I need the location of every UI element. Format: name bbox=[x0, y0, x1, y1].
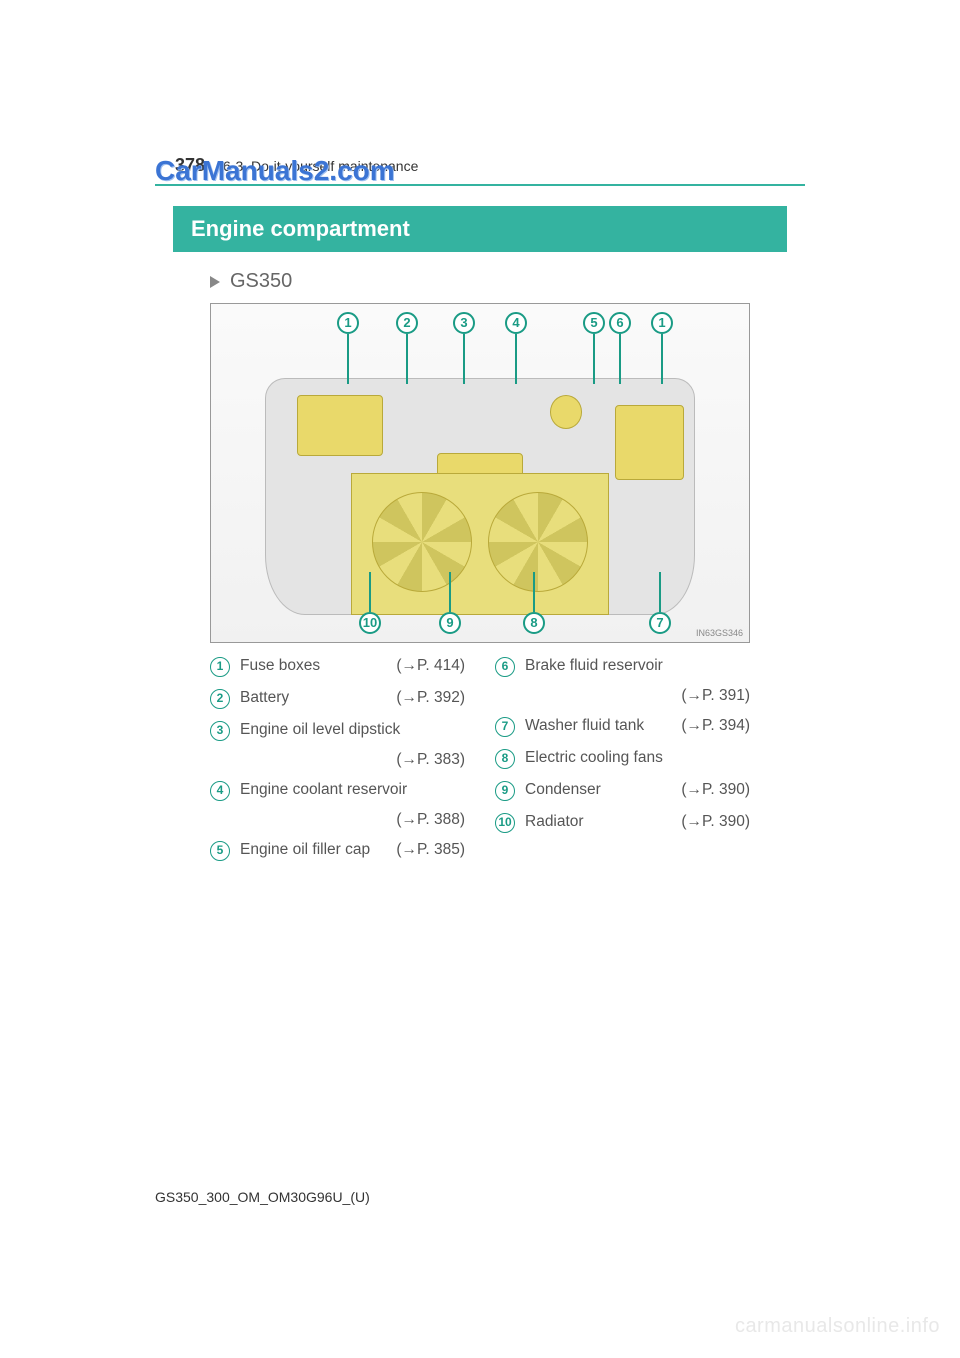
legend-label: Engine coolant reservoir bbox=[240, 781, 465, 799]
legend-page-ref[interactable]: (→P. 390) bbox=[681, 781, 750, 799]
page-content: 378 6-3. Do-it-yourself maintenance Engi… bbox=[155, 155, 805, 1205]
diagram-callout: 1 bbox=[337, 312, 359, 334]
page-number: 378 bbox=[175, 155, 205, 176]
callout-line bbox=[406, 334, 408, 384]
legend-number: 9 bbox=[495, 781, 515, 801]
legend-label: Radiator bbox=[525, 813, 671, 831]
triangle-icon bbox=[210, 276, 220, 288]
legend-label: Electric cooling fans bbox=[525, 749, 750, 767]
legend-number: 1 bbox=[210, 657, 230, 677]
legend-label: Fuse boxes bbox=[240, 657, 386, 675]
section-breadcrumb: 6-3. Do-it-yourself maintenance bbox=[223, 158, 418, 174]
callout-line bbox=[369, 572, 371, 612]
diagram-callout: 1 bbox=[651, 312, 673, 334]
legend-row: 2 Battery (→P. 392) bbox=[210, 689, 465, 709]
legend-row: 5 Engine oil filler cap (→P. 385) bbox=[210, 841, 465, 861]
legend: 1 Fuse boxes (→P. 414) 2 Battery (→P. 392) 3 En… bbox=[210, 657, 750, 873]
diagram-callout: 5 bbox=[583, 312, 605, 334]
legend-page-ref[interactable]: (→P. 391) bbox=[495, 687, 750, 705]
legend-row: 1 Fuse boxes (→P. 414) bbox=[210, 657, 465, 677]
legend-page-ref[interactable]: (→P. 385) bbox=[396, 841, 465, 859]
image-code: IN63GS346 bbox=[696, 628, 743, 638]
diagram-callout: 3 bbox=[453, 312, 475, 334]
callout-line bbox=[593, 334, 595, 384]
callout-line bbox=[449, 572, 451, 612]
callout-line bbox=[661, 334, 663, 384]
legend-label: Condenser bbox=[525, 781, 671, 799]
callout-line bbox=[347, 334, 349, 384]
legend-row: 10 Radiator (→P. 390) bbox=[495, 813, 750, 833]
legend-left-column: 1 Fuse boxes (→P. 414) 2 Battery (→P. 392) 3 En… bbox=[210, 657, 465, 873]
legend-page-ref[interactable]: (→P. 388) bbox=[210, 811, 465, 829]
sub-heading-text: GS350 bbox=[230, 270, 292, 293]
legend-label: Engine oil level dipstick bbox=[240, 721, 465, 739]
legend-label: Engine oil filler cap bbox=[240, 841, 386, 859]
diagram-callout: 10 bbox=[359, 612, 381, 634]
legend-page-ref[interactable]: (→P. 394) bbox=[681, 717, 750, 735]
diagram-callout: 4 bbox=[505, 312, 527, 334]
legend-number: 2 bbox=[210, 689, 230, 709]
diagram-callout: 2 bbox=[396, 312, 418, 334]
legend-number: 7 bbox=[495, 717, 515, 737]
legend-page-ref[interactable]: (→P. 383) bbox=[210, 751, 465, 769]
legend-label: Brake fluid reservoir bbox=[525, 657, 750, 675]
legend-number: 4 bbox=[210, 781, 230, 801]
legend-row: 4 Engine coolant reservoir (→P. 388) bbox=[210, 781, 465, 829]
legend-page-ref[interactable]: (→P. 392) bbox=[396, 689, 465, 707]
callout-line bbox=[515, 334, 517, 384]
site-watermark: carmanualsonline.info bbox=[735, 1315, 940, 1338]
callout-line bbox=[659, 572, 661, 612]
legend-number: 5 bbox=[210, 841, 230, 861]
sub-heading: GS350 bbox=[210, 270, 805, 293]
section-title-bar: Engine compartment bbox=[173, 206, 787, 252]
page-header: 378 6-3. Do-it-yourself maintenance bbox=[155, 155, 805, 176]
fan-right-icon bbox=[488, 492, 588, 592]
fusebox2-highlight bbox=[615, 405, 685, 479]
fan-left-icon bbox=[372, 492, 472, 592]
fusebox-highlight bbox=[297, 395, 383, 456]
callout-line bbox=[463, 334, 465, 384]
legend-label: Washer fluid tank bbox=[525, 717, 671, 735]
legend-page-ref[interactable]: (→P. 414) bbox=[396, 657, 465, 675]
legend-number: 3 bbox=[210, 721, 230, 741]
legend-label: Battery bbox=[240, 689, 386, 707]
document-code: GS350_300_OM_OM30G96U_(U) bbox=[155, 1189, 370, 1205]
engine-diagram: 1234561 10987 IN63GS346 bbox=[210, 303, 750, 643]
legend-row: 3 Engine oil level dipstick (→P. 383) bbox=[210, 721, 465, 769]
callout-line bbox=[533, 572, 535, 612]
legend-row: 7 Washer fluid tank (→P. 394) bbox=[495, 717, 750, 737]
diagram-callout: 7 bbox=[649, 612, 671, 634]
radiator-highlight bbox=[351, 473, 609, 615]
diagram-callout: 9 bbox=[439, 612, 461, 634]
legend-number: 8 bbox=[495, 749, 515, 769]
reservoir-highlight bbox=[550, 395, 582, 429]
legend-row: 9 Condenser (→P. 390) bbox=[495, 781, 750, 801]
legend-row: 6 Brake fluid reservoir (→P. 391) bbox=[495, 657, 750, 705]
legend-row: 8 Electric cooling fans bbox=[495, 749, 750, 769]
callout-line bbox=[619, 334, 621, 384]
legend-page-ref[interactable]: (→P. 390) bbox=[681, 813, 750, 831]
diagram-callout: 6 bbox=[609, 312, 631, 334]
legend-right-column: 6 Brake fluid reservoir (→P. 391) 7 Washer f… bbox=[495, 657, 750, 873]
header-rule bbox=[155, 184, 805, 186]
legend-number: 10 bbox=[495, 813, 515, 833]
legend-number: 6 bbox=[495, 657, 515, 677]
diagram-callout: 8 bbox=[523, 612, 545, 634]
